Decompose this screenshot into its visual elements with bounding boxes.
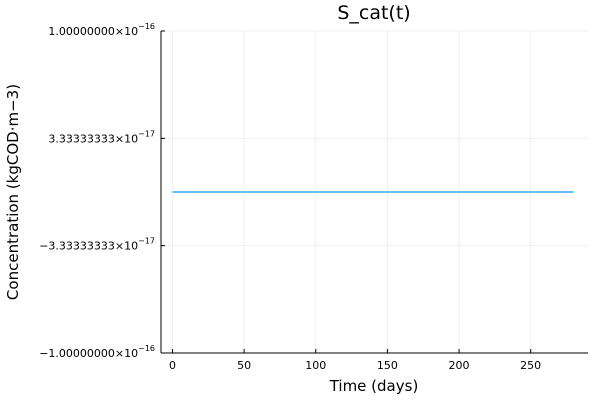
x-tick-label: 150 bbox=[377, 359, 398, 372]
y-axis-label: Concentration (kgCOD·m−3) bbox=[4, 84, 22, 300]
x-axis-label: Time (days) bbox=[329, 377, 419, 395]
y-tick-label: 1.00000000×10−16 bbox=[48, 22, 155, 38]
chart-title: S_cat(t) bbox=[337, 2, 410, 24]
x-ticks: 0 50 100 150 200 250 bbox=[169, 349, 541, 372]
x-tick-label: 50 bbox=[237, 359, 251, 372]
y-tick-label: −1.00000000×10−16 bbox=[39, 344, 155, 360]
x-tick-label: 250 bbox=[520, 359, 541, 372]
y-ticks: −1.00000000×10−16 −3.33333333×10−17 3.3333… bbox=[39, 22, 165, 360]
x-tick-label: 100 bbox=[305, 359, 326, 372]
x-tick-label: 200 bbox=[449, 359, 470, 372]
x-tick-label: 0 bbox=[169, 359, 176, 372]
y-tick-label: −3.33333333×10−17 bbox=[39, 237, 155, 253]
y-tick-label: 3.33333333×10−17 bbox=[48, 129, 155, 145]
